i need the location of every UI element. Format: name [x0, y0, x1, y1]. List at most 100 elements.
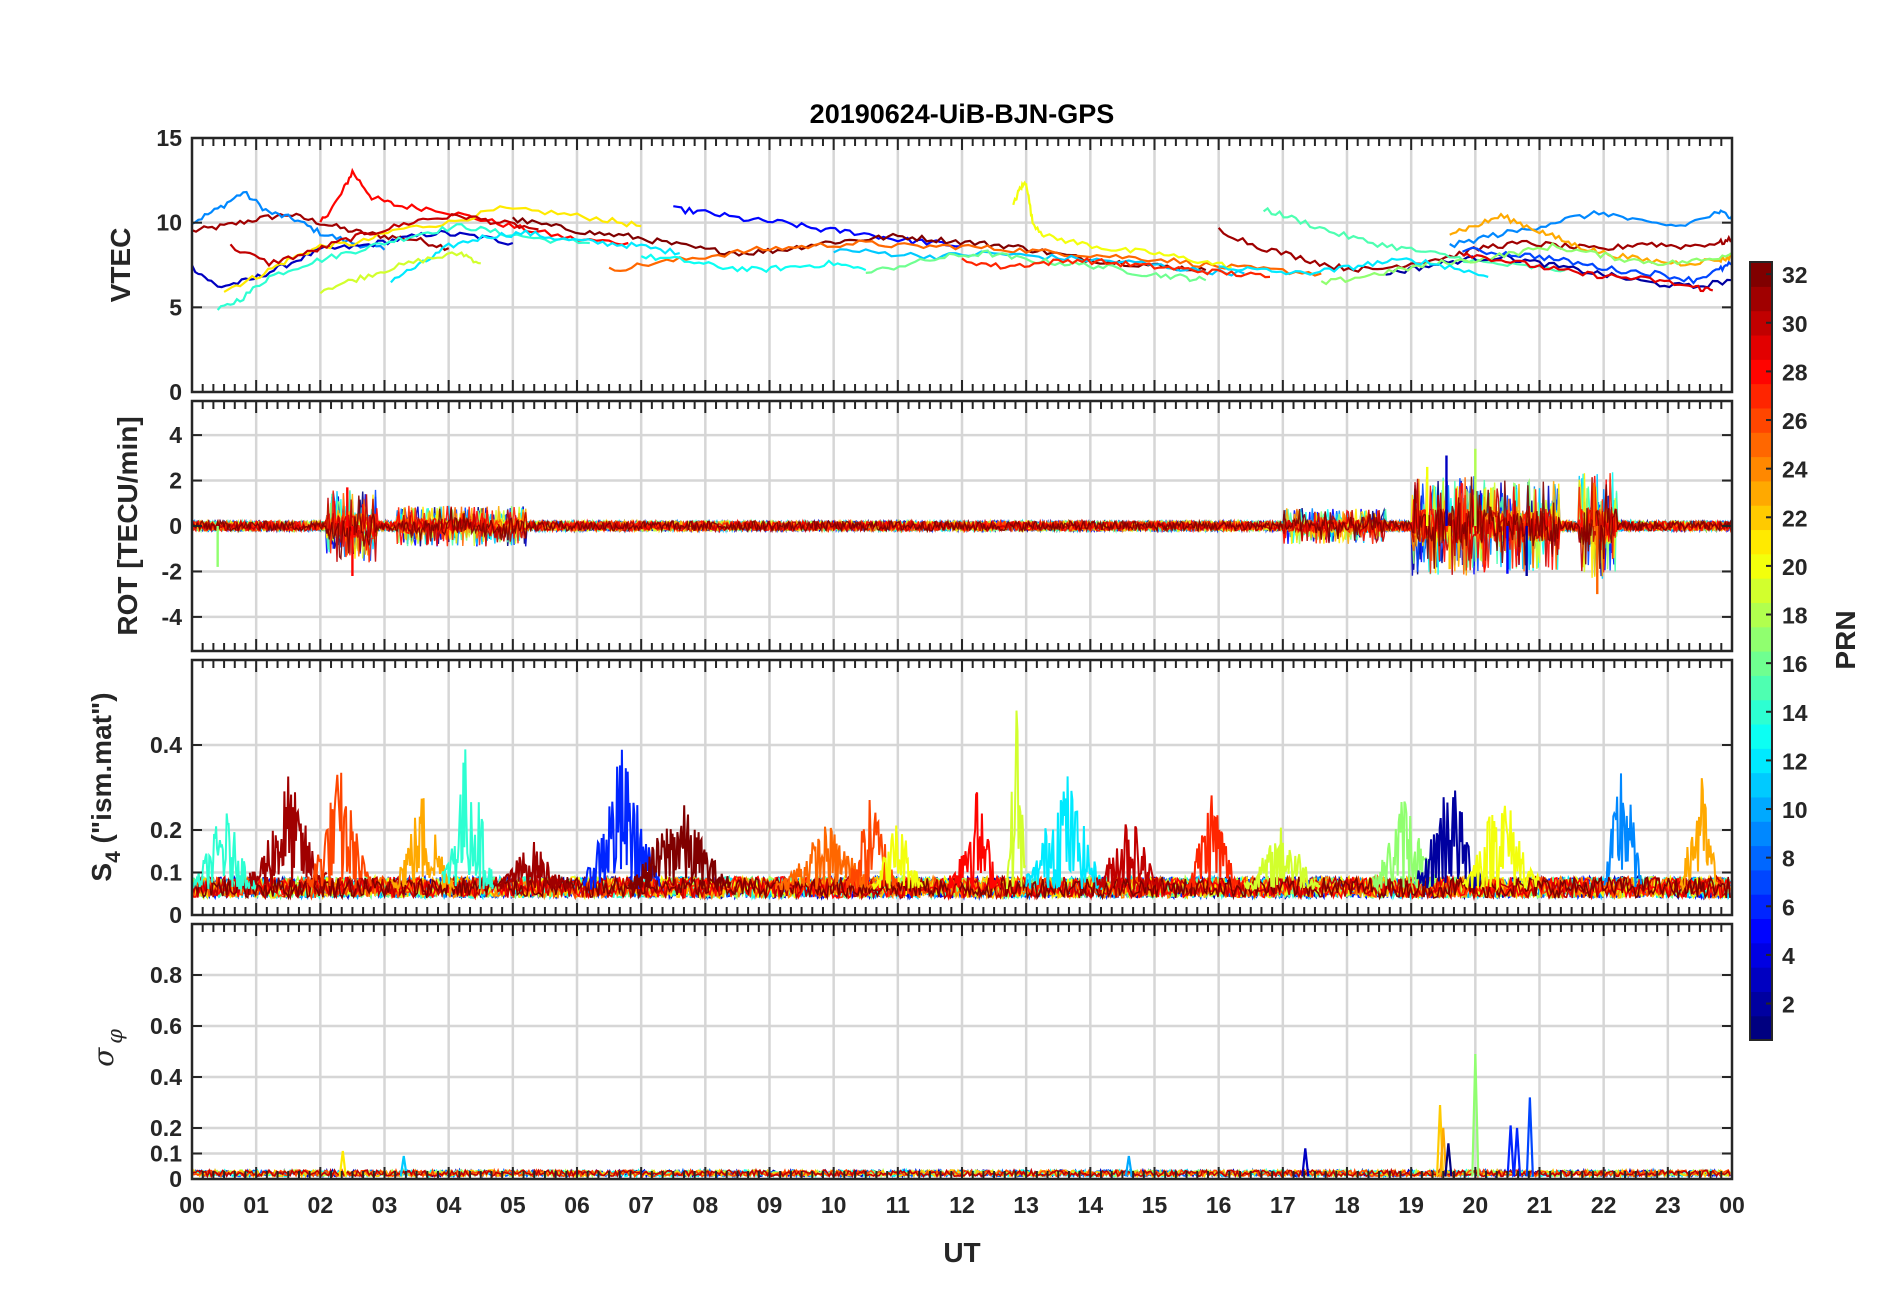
- y-tick-label: 2: [169, 468, 182, 494]
- sigma-spike: [1439, 1127, 1448, 1177]
- data-series: [192, 167, 1732, 311]
- colorbar-tick-label: 12: [1782, 748, 1808, 774]
- colorbar-swatch-prn-23: [1750, 480, 1772, 506]
- y-tick-label: 15: [156, 125, 182, 151]
- y-tick-label: 0.1: [150, 1141, 182, 1167]
- colorbar-swatch-prn-12: [1750, 748, 1772, 774]
- x-tick-label: 14: [1078, 1192, 1104, 1218]
- colorbar-tick-label: 16: [1782, 651, 1808, 677]
- x-tick-label: 02: [308, 1192, 334, 1218]
- vtec-line-prn-16: [865, 249, 1207, 283]
- vtec-line-prn-9: [1449, 209, 1732, 249]
- y-tick-label: -4: [162, 604, 183, 630]
- colorbar-tick-label: 32: [1782, 262, 1808, 288]
- vtec-line-prn-30: [229, 213, 539, 268]
- s4-burst-prn-23: [1679, 778, 1719, 893]
- colorbar-label: PRN: [1830, 610, 1861, 669]
- colorbar-swatch-prn-27: [1750, 383, 1772, 409]
- vtec-line-prn-27: [961, 257, 1271, 279]
- vtec-line-prn-17: [1320, 242, 1732, 286]
- x-tick-label: 16: [1206, 1192, 1232, 1218]
- s4-burst-prn-17: [1371, 801, 1438, 894]
- vtec-line-prn-19: [319, 251, 481, 295]
- vtec-line-prn-13: [640, 253, 867, 274]
- colorbar-swatch-prn-6: [1750, 894, 1772, 920]
- vtec-line-prn-15: [1262, 206, 1566, 273]
- colorbar-swatch-prn-24: [1750, 456, 1772, 482]
- x-tick-labels: 00 01 02 03 04 05 06 07 08 09 10 11 12 13 14 15 16 17 18 19…: [179, 1192, 1745, 1218]
- y-axis-labels: VTEC ROT [TECU/min] S4 ("ism.mat") σφ: [86, 228, 143, 1067]
- s4-burst-prn-12: [1025, 776, 1103, 891]
- colorbar-swatch-prn-7: [1750, 869, 1772, 895]
- s4-panel: 0 0.1 0.2 0.4: [150, 658, 1734, 928]
- vtec-line-prn-20: [1012, 180, 1232, 270]
- s4-burst-prn-23: [390, 798, 456, 892]
- x-tick-label: 20: [1463, 1192, 1489, 1218]
- rot-ylabel: ROT [TECU/min]: [112, 416, 143, 635]
- sigma-spike: [1525, 1097, 1534, 1177]
- s4-burst-prn-19: [1005, 710, 1027, 890]
- x-tick-label: 18: [1334, 1192, 1360, 1218]
- colorbar-tick-label: 24: [1782, 457, 1808, 483]
- colorbar-tick-label: 28: [1782, 359, 1808, 385]
- colorbar-swatch-prn-21: [1750, 529, 1772, 555]
- vtec-line-prn-9: [192, 190, 386, 251]
- x-tick-label: 08: [693, 1192, 719, 1218]
- colorbar-swatch-prn-8: [1750, 845, 1772, 871]
- sigma-spike: [1506, 1125, 1515, 1177]
- y-tick-label: 0.4: [150, 1064, 182, 1090]
- colorbar-swatch-prn-3: [1750, 967, 1772, 992]
- x-tick-label: 07: [628, 1192, 654, 1218]
- sigma-phi-ylabel: σφ: [87, 1029, 127, 1067]
- y-tick-label: 0: [169, 379, 182, 405]
- x-tick-label: 06: [564, 1192, 590, 1218]
- colorbar-swatch-prn-32: [1750, 262, 1772, 287]
- colorbar-tick-label: 10: [1782, 797, 1808, 823]
- colorbar-swatch-prn-14: [1750, 699, 1772, 725]
- colorbar-swatch-prn-17: [1750, 626, 1772, 652]
- sigma-ylabel-sub: φ: [103, 1029, 127, 1044]
- sigma-spike: [399, 1155, 408, 1177]
- colorbar-swatch-prn-10: [1750, 796, 1772, 822]
- colorbar-swatch-prn-26: [1750, 407, 1772, 433]
- s4-burst-prn-19: [1243, 827, 1321, 892]
- colorbar-swatch-prn-25: [1750, 432, 1772, 458]
- colorbar-swatch-prn-2: [1750, 991, 1772, 1017]
- s4-burst-prn-14: [441, 749, 495, 890]
- sigma-spike: [1471, 1054, 1480, 1177]
- y-tick-label: 0.8: [150, 962, 182, 988]
- s4-burst-prn-27: [1185, 795, 1239, 892]
- vtec-ylabel: VTEC: [105, 228, 136, 303]
- y-tick-label: 0: [169, 513, 182, 539]
- colorbar-swatch-prn-18: [1750, 602, 1772, 628]
- x-tick-label: 19: [1398, 1192, 1424, 1218]
- s4-ylabel-main: S: [86, 863, 117, 882]
- colorbar-swatch-prn-30: [1750, 310, 1772, 336]
- vtec-line-prn-25: [608, 239, 1322, 277]
- x-tick-label: 13: [1013, 1192, 1039, 1218]
- colorbar-tick-label: 22: [1782, 505, 1808, 531]
- colorbar-frame: [1749, 261, 1773, 1041]
- y-tick-label: 0.4: [150, 732, 182, 758]
- colorbar-swatch-prn-29: [1750, 334, 1772, 360]
- s4-ylabel-sub: 4: [102, 851, 125, 863]
- x-tick-label: 15: [1142, 1192, 1168, 1218]
- colorbar-swatch-prn-11: [1750, 772, 1772, 798]
- y-tick-label: 0.2: [150, 1115, 182, 1141]
- sigma-spike: [1124, 1155, 1133, 1177]
- sigma-spike: [338, 1150, 347, 1177]
- colorbar-swatch-prn-9: [1750, 821, 1772, 847]
- s4-burst-prn-31: [492, 841, 572, 890]
- s4-burst-prn-30: [1095, 824, 1162, 891]
- s4-burst-prn-28: [948, 792, 1002, 889]
- sigma-spike: [1512, 1127, 1522, 1177]
- data-series: [192, 710, 1731, 902]
- colorbar-swatch-prn-31: [1750, 286, 1772, 312]
- vtec-line-prn-21: [223, 205, 642, 293]
- s4-burst-prn-20: [1461, 805, 1540, 892]
- x-axis-label: UT: [943, 1237, 980, 1268]
- s4-burst-prn-26: [306, 772, 372, 889]
- s4-burst-prn-20: [871, 825, 924, 890]
